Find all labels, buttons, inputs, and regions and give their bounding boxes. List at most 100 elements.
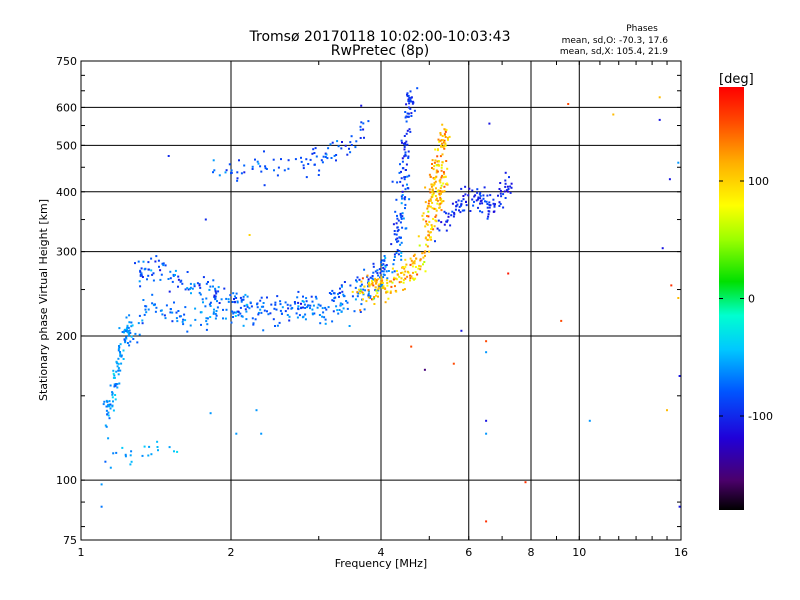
echo-point (396, 240, 398, 243)
echo-point (298, 314, 301, 317)
echo-point (114, 394, 117, 396)
echo-point (139, 270, 142, 273)
echo-point (164, 264, 167, 267)
echo-point (143, 268, 146, 271)
echo-point (322, 155, 325, 158)
echo-point (205, 328, 208, 331)
echo-point (411, 100, 414, 103)
echo-point (155, 306, 158, 309)
echo-point (416, 87, 419, 90)
echo-point (118, 327, 121, 330)
echo-point (373, 296, 376, 298)
echo-point (141, 319, 144, 322)
echo-point (505, 189, 508, 192)
echo-point (332, 292, 335, 295)
echo-point (442, 182, 445, 185)
echo-point (414, 277, 417, 280)
echo-point (488, 201, 491, 204)
echo-point (408, 198, 411, 201)
echo-point (173, 301, 175, 304)
y-tick-label: 400 (56, 186, 77, 199)
echo-point (184, 288, 187, 291)
echo-point (242, 298, 245, 301)
axis-layer: 1 2 4 6 8 10 16 75 100 200 300 400 500 600 750 (56, 55, 688, 559)
echo-point (392, 278, 395, 281)
echo-point (182, 318, 185, 321)
echo-point (127, 332, 130, 335)
echo-point (384, 301, 387, 304)
echo-point (305, 158, 308, 161)
echo-point (359, 292, 361, 295)
echo-point (287, 167, 290, 170)
echo-point (428, 231, 431, 234)
echo-point (140, 272, 143, 275)
echo-point (401, 197, 403, 200)
echo-point (218, 302, 221, 304)
echo-point (438, 229, 441, 232)
echo-point (451, 202, 454, 205)
echo-point (407, 187, 410, 190)
echo-point (137, 322, 140, 325)
echo-point (162, 262, 165, 265)
echo-point (455, 205, 458, 208)
echo-point (439, 199, 442, 201)
echo-point (405, 132, 408, 135)
echo-point (304, 313, 307, 316)
y-tick-label: 200 (56, 330, 77, 343)
echo-point (362, 288, 365, 291)
echo-point (440, 221, 443, 224)
echo-point (410, 100, 412, 103)
echo-point (117, 347, 120, 350)
echo-point (423, 368, 426, 371)
echo-point (461, 209, 464, 212)
echo-point (314, 295, 317, 298)
echo-point (167, 155, 170, 157)
echo-point (471, 198, 474, 201)
echo-point (300, 160, 303, 163)
echo-point (159, 278, 162, 281)
echo-point (346, 153, 349, 156)
echo-point (471, 189, 474, 192)
echo-point (129, 332, 132, 334)
echo-point (457, 199, 460, 202)
echo-point (498, 201, 501, 204)
echo-point (381, 279, 384, 282)
echo-point (398, 275, 401, 278)
echo-point (169, 308, 172, 311)
echo-point (209, 305, 212, 307)
echo-point (414, 266, 417, 268)
echo-point (302, 300, 305, 303)
echo-point (477, 196, 480, 199)
echo-point (209, 412, 212, 415)
echo-point (446, 182, 448, 185)
echo-point (406, 129, 409, 132)
echo-point (436, 199, 439, 202)
echo-point (214, 290, 217, 293)
echo-point (402, 288, 405, 291)
echo-point (300, 302, 302, 305)
echo-point (385, 291, 388, 294)
echo-point (360, 303, 363, 306)
echo-point (200, 323, 202, 326)
echo-point (217, 286, 220, 289)
echo-point (124, 455, 127, 458)
echo-point (336, 309, 339, 312)
echo-point (429, 191, 432, 194)
x-tick-label: 2 (228, 546, 235, 559)
echo-point (441, 161, 444, 164)
echo-point (438, 140, 441, 143)
echo-point (137, 260, 140, 263)
echo-point (232, 292, 235, 295)
echo-point (366, 274, 369, 277)
echo-point (588, 419, 591, 422)
echo-point (381, 283, 384, 286)
echo-point (430, 183, 433, 186)
echo-point (400, 280, 403, 283)
echo-point (441, 153, 444, 156)
echo-point (196, 282, 199, 285)
echo-point (172, 274, 175, 277)
echo-point (428, 234, 430, 237)
echo-point (383, 259, 386, 262)
echo-point (324, 156, 327, 158)
echo-point (311, 152, 314, 155)
